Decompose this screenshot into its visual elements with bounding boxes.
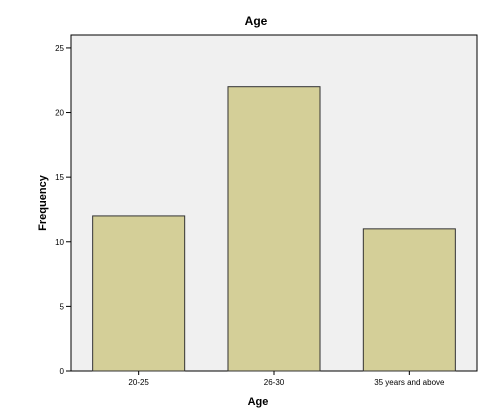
bar-1	[92, 215, 186, 372]
y-tick-label: 5	[60, 302, 65, 311]
chart-title: Age	[245, 14, 268, 28]
y-axis-label: Frequency	[37, 174, 49, 231]
bars	[92, 86, 456, 372]
y-tick-label: 10	[55, 238, 64, 247]
x-axis-ticks: 20-25 26-30 35 years and above	[128, 371, 445, 387]
x-tick-label: 35 years and above	[374, 378, 445, 387]
y-tick-label: 20	[55, 109, 64, 118]
y-tick-label: 25	[55, 44, 64, 53]
x-tick-label: 26-30	[264, 378, 285, 387]
bar-3	[362, 228, 456, 372]
y-axis-ticks: 0 5 10 15 20 25	[55, 44, 71, 376]
x-tick-label: 20-25	[128, 378, 149, 387]
y-tick-label: 15	[55, 173, 64, 182]
x-axis-label: Age	[248, 396, 269, 408]
y-tick-label: 0	[60, 367, 65, 376]
bar-2	[227, 86, 321, 372]
